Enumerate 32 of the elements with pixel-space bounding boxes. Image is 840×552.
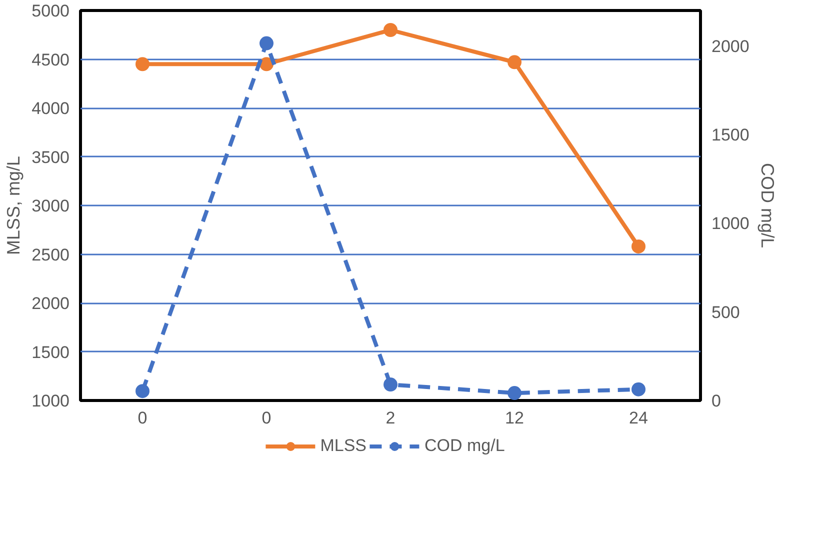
y-tick-label: 2500	[32, 245, 70, 264]
y-tick-label: 2000	[32, 294, 70, 313]
y2-tick-label: 500	[712, 302, 740, 322]
point	[260, 36, 274, 50]
y-tick-label: 4000	[32, 99, 70, 118]
point	[384, 378, 398, 392]
y-tick-label: 3500	[32, 148, 70, 167]
point	[136, 57, 150, 72]
y2-axis-title: COD mg/L	[757, 162, 778, 248]
y-tick-label: 1500	[32, 342, 70, 362]
y-axis-title: MLSS, mg/L	[4, 156, 24, 256]
point	[508, 55, 522, 70]
x-tick-label: 24	[629, 408, 648, 428]
y2-tick-label: 0	[712, 392, 721, 410]
legend-label: MLSS	[320, 436, 366, 456]
x-tick-label: 12	[505, 408, 524, 428]
y2-tick-label: 1000	[712, 214, 750, 234]
y-tick-label: 1000	[32, 392, 70, 410]
point	[136, 384, 150, 398]
legend-label: COD mg/L	[424, 436, 505, 456]
y2-tick-label: 1500	[712, 126, 750, 145]
y-tick-label: 3000	[32, 196, 70, 216]
point	[384, 23, 398, 37]
x-tick-label: 0	[262, 408, 272, 428]
point	[632, 239, 646, 254]
point	[508, 386, 522, 400]
x-tick-label: 0	[138, 408, 148, 428]
y2-tick-label: 2000	[712, 36, 750, 56]
y-tick-label: 4500	[32, 50, 70, 70]
point	[632, 382, 646, 396]
y-tick-label: 5000	[32, 2, 70, 20]
x-tick-label: 2	[386, 408, 396, 428]
